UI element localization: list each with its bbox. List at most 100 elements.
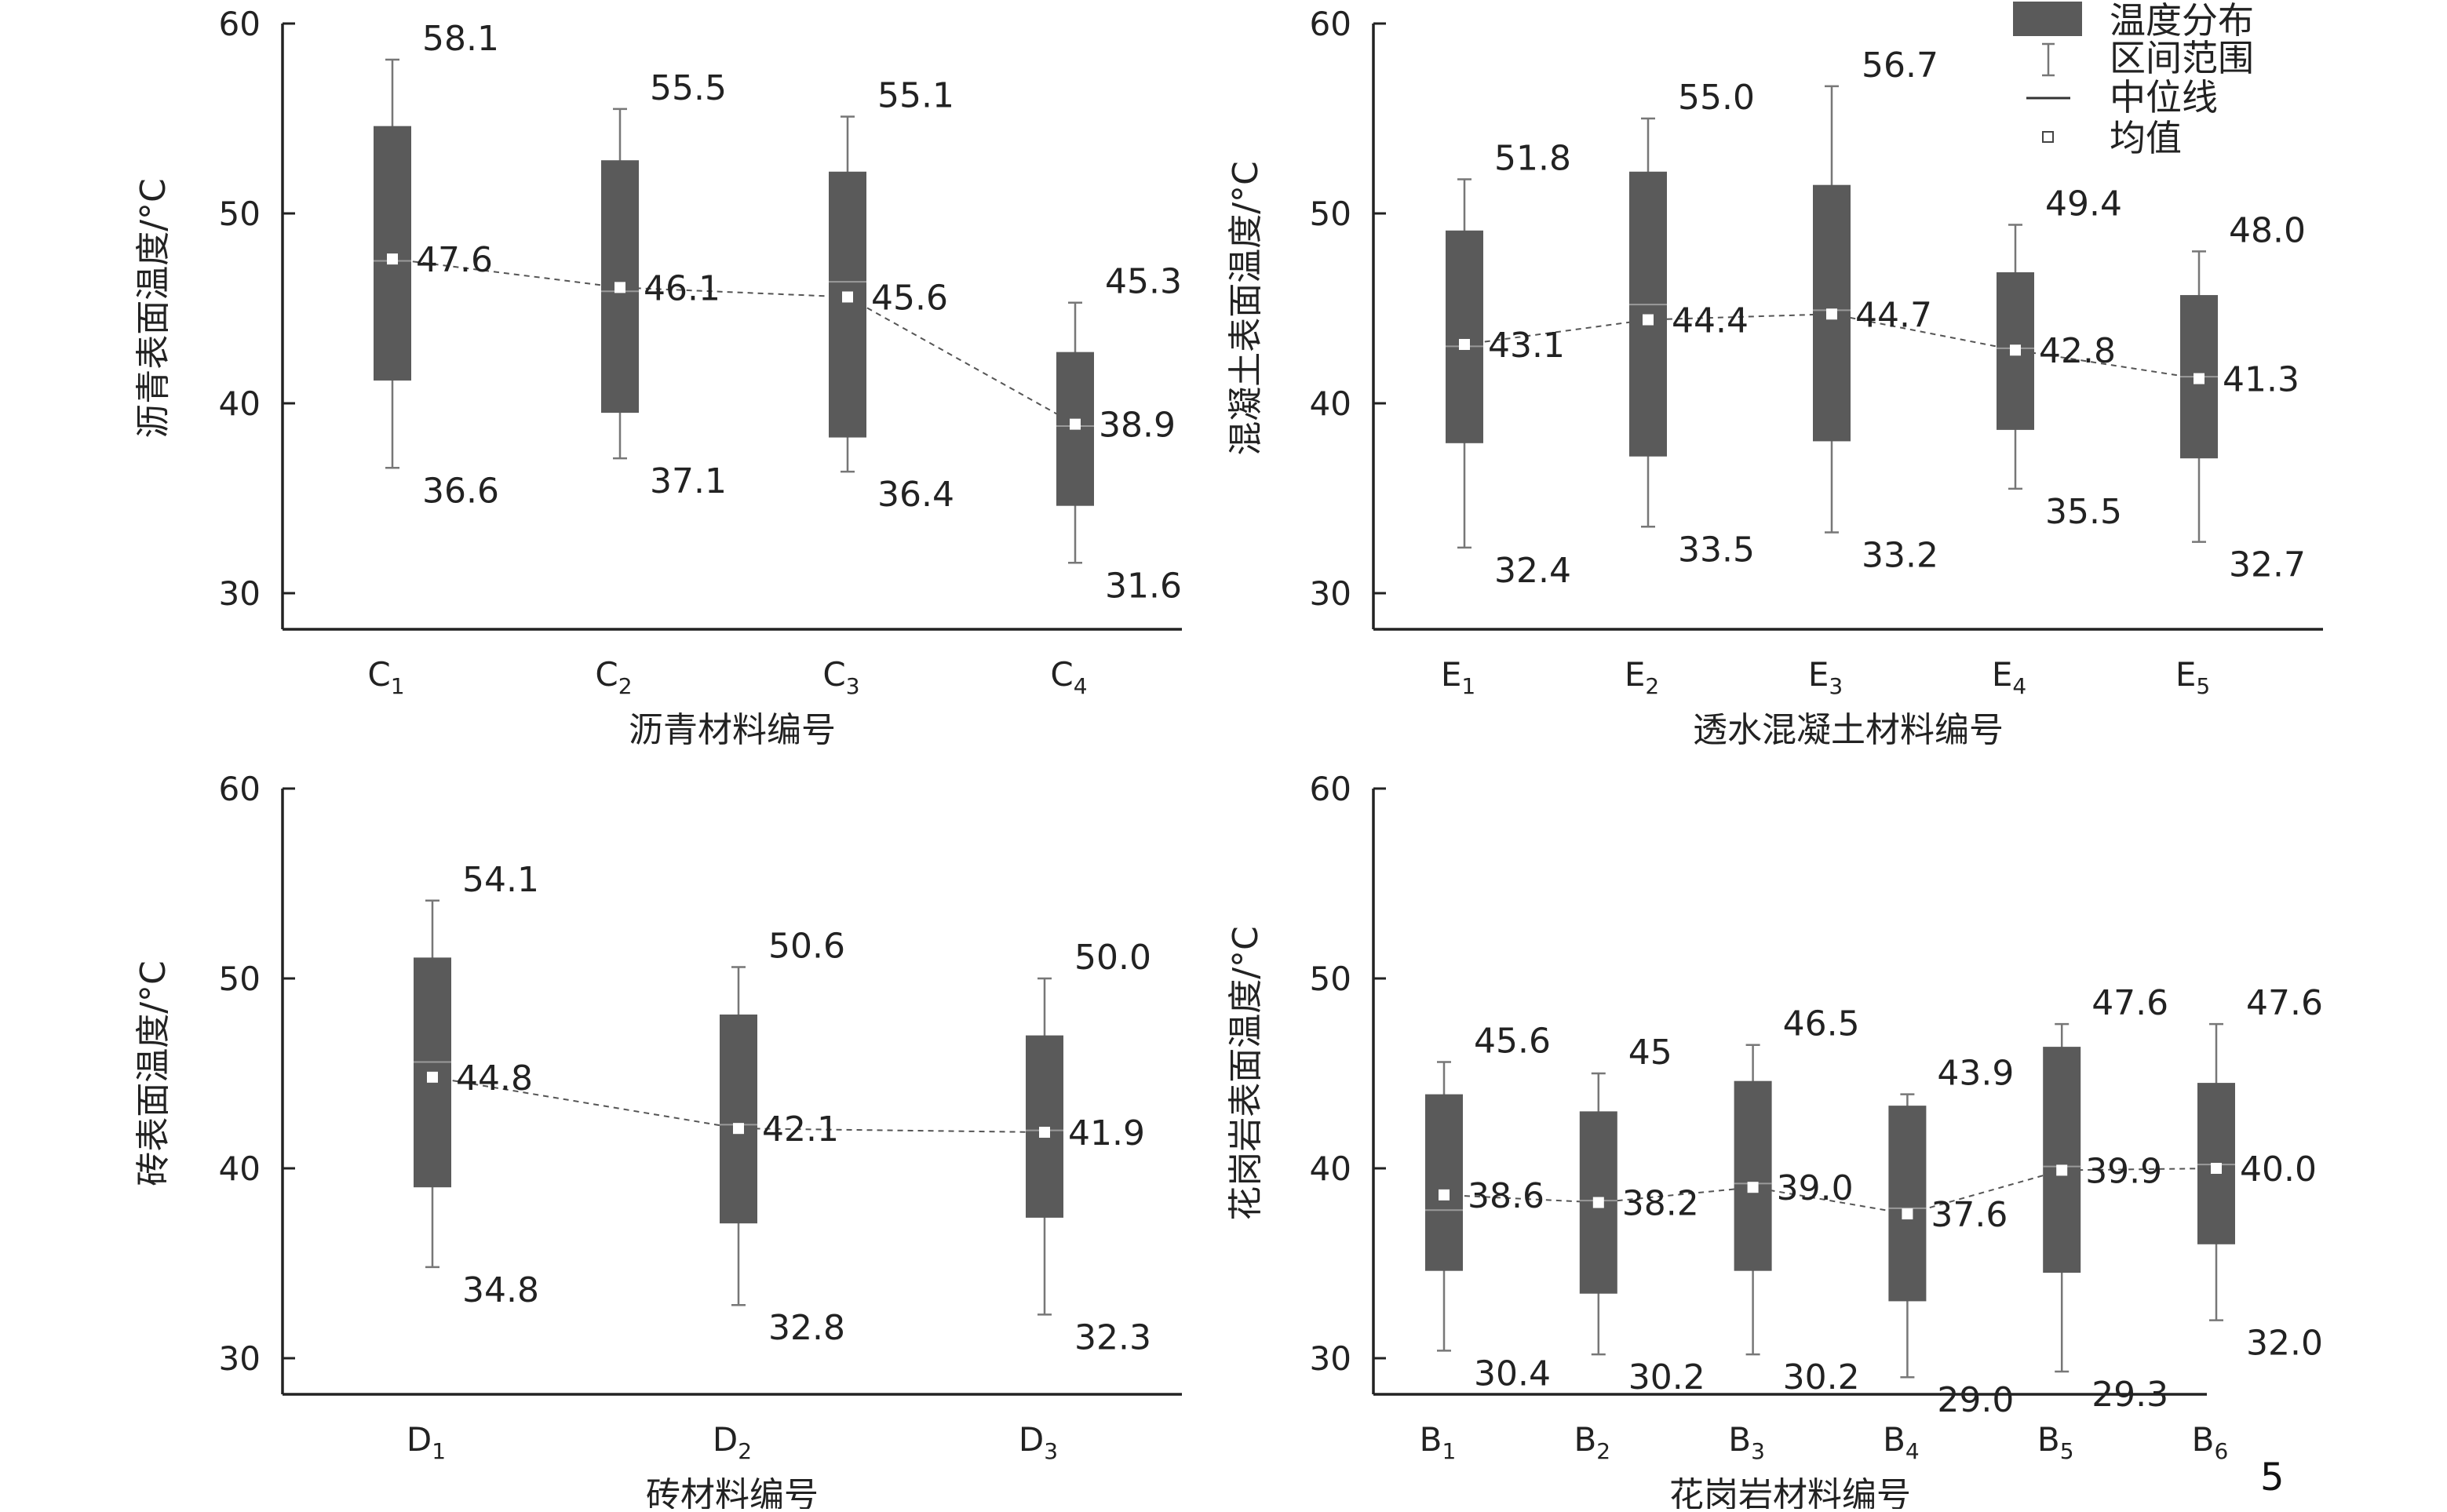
max-label: 55.5 (650, 68, 727, 108)
x-tick-subscript: 4 (1905, 1438, 1920, 1464)
mean-label: 44.4 (1672, 301, 1749, 341)
mean-label: 38.6 (1468, 1176, 1544, 1216)
x-tick-subscript: 2 (1645, 673, 1659, 699)
y-tick-label: 50 (219, 195, 261, 233)
y-axis-label: 沥青表面温度/°C (133, 178, 173, 439)
mean-label: 44.7 (1855, 295, 1932, 335)
max-label: 58.1 (422, 19, 499, 59)
box-B5 (2043, 1047, 2081, 1273)
y-tick-label: 40 (1310, 1149, 1351, 1188)
x-tick-subscript: 3 (1751, 1438, 1765, 1464)
max-label: 49.4 (2045, 184, 2122, 224)
y-tick-label: 30 (1310, 1339, 1351, 1378)
x-tick-subscript: 5 (2196, 673, 2210, 699)
mean-label: 45.6 (871, 278, 948, 318)
x-tick-subscript: 1 (1461, 673, 1475, 699)
max-label: 45.6 (1474, 1021, 1551, 1061)
min-label: 32.8 (768, 1308, 845, 1348)
min-label: 33.2 (1862, 536, 1938, 576)
x-axis-label: 砖材料编号 (646, 1475, 819, 1509)
mean-marker (2056, 1164, 2068, 1176)
box-E1 (1446, 230, 1483, 443)
min-label: 32.4 (1494, 551, 1571, 591)
y-tick-label: 50 (1310, 195, 1351, 233)
y-tick-label: 40 (219, 384, 261, 423)
mean-label: 42.1 (762, 1109, 839, 1149)
min-label: 29.3 (2091, 1375, 2168, 1415)
max-label: 55.1 (877, 76, 954, 116)
x-tick-label: D3 (1019, 1420, 1058, 1464)
x-tick-label: B1 (1420, 1420, 1457, 1464)
mean-trend-line (1443, 1168, 2217, 1215)
min-label: 30.2 (1783, 1357, 1860, 1397)
mean-label: 41.3 (2223, 360, 2299, 400)
box-D3 (1026, 1035, 1063, 1218)
x-tick-subscript: 5 (2060, 1438, 2074, 1464)
mean-label: 46.1 (644, 268, 720, 308)
x-tick-subscript: 1 (432, 1438, 446, 1464)
box-C3 (829, 171, 866, 438)
chart-panel-3: 30 40 50 60 砖表面温度/°C 砖材料编号 54.1 34.8 44.8 D1 50.6 3… (133, 770, 1182, 1512)
y-tick-label: 60 (219, 770, 261, 808)
mean-marker (2010, 344, 2021, 356)
y-tick-label: 30 (219, 1339, 261, 1378)
y-tick-label: 50 (1310, 960, 1351, 998)
x-tick-subscript: 3 (1044, 1438, 1058, 1464)
min-label: 32.3 (1074, 1317, 1151, 1357)
box-D2 (720, 1014, 757, 1224)
mean-marker (1039, 1127, 1050, 1139)
x-tick-subscript: 4 (2012, 673, 2026, 699)
box-B4 (1888, 1106, 1927, 1302)
min-label: 36.4 (877, 475, 954, 515)
x-axis-label: 沥青材料编号 (629, 710, 836, 750)
x-tick-label: C3 (822, 655, 859, 699)
max-label: 47.6 (2091, 983, 2168, 1023)
max-label: 47.6 (2246, 983, 2323, 1023)
min-label: 37.1 (650, 461, 727, 501)
mean-label: 40.0 (2240, 1149, 2317, 1190)
legend-mean-swatch (2042, 131, 2054, 143)
max-label: 48.0 (2229, 210, 2306, 250)
box-E2 (1629, 171, 1667, 457)
x-tick-subscript: 2 (618, 673, 633, 699)
legend-median-label: 中位线 (2110, 76, 2218, 118)
box-B3 (1734, 1080, 1772, 1271)
mean-marker (1826, 308, 1837, 320)
x-tick-subscript: 3 (1829, 673, 1843, 699)
y-tick-label: 30 (219, 574, 261, 613)
x-tick-subscript: 2 (1596, 1438, 1610, 1464)
x-tick-label: B6 (2192, 1420, 2229, 1464)
x-tick-label: B3 (1728, 1420, 1765, 1464)
y-tick-label: 30 (1310, 574, 1351, 613)
mean-marker (1902, 1208, 1913, 1220)
y-tick-label: 60 (1310, 770, 1351, 808)
y-tick-label: 60 (219, 5, 261, 43)
y-tick-label: 60 (1310, 5, 1351, 43)
min-label: 32.7 (2229, 545, 2306, 585)
x-tick-label: D1 (407, 1420, 446, 1464)
min-label: 30.4 (1474, 1354, 1551, 1394)
mean-marker (1459, 338, 1470, 350)
max-label: 45.3 (1105, 262, 1182, 302)
min-label: 32.0 (2246, 1324, 2323, 1364)
x-tick-label: E4 (1992, 655, 2026, 699)
x-tick-label: C2 (595, 655, 632, 699)
mean-label: 42.8 (2039, 331, 2116, 371)
y-tick-label: 40 (219, 1149, 261, 1188)
min-label: 30.2 (1628, 1357, 1705, 1397)
mean-label: 39.0 (1777, 1168, 1854, 1208)
max-label: 55.0 (1678, 78, 1755, 118)
chart-panel-4: 30 40 50 60 花岗岩表面温度/°C 花岗岩材料编号 45.6 30.4 38.6 B1 4… (1226, 770, 2323, 1512)
max-label: 50.0 (1074, 938, 1151, 978)
mean-marker (2211, 1163, 2222, 1174)
legend-range-label: 区间范围 (2110, 37, 2254, 79)
x-tick-label: B5 (2037, 1420, 2074, 1464)
x-tick-label: E1 (1441, 655, 1475, 699)
mean-marker (1643, 314, 1654, 326)
min-label: 36.6 (422, 471, 499, 511)
max-label: 54.1 (462, 860, 539, 900)
mean-marker (427, 1071, 438, 1083)
